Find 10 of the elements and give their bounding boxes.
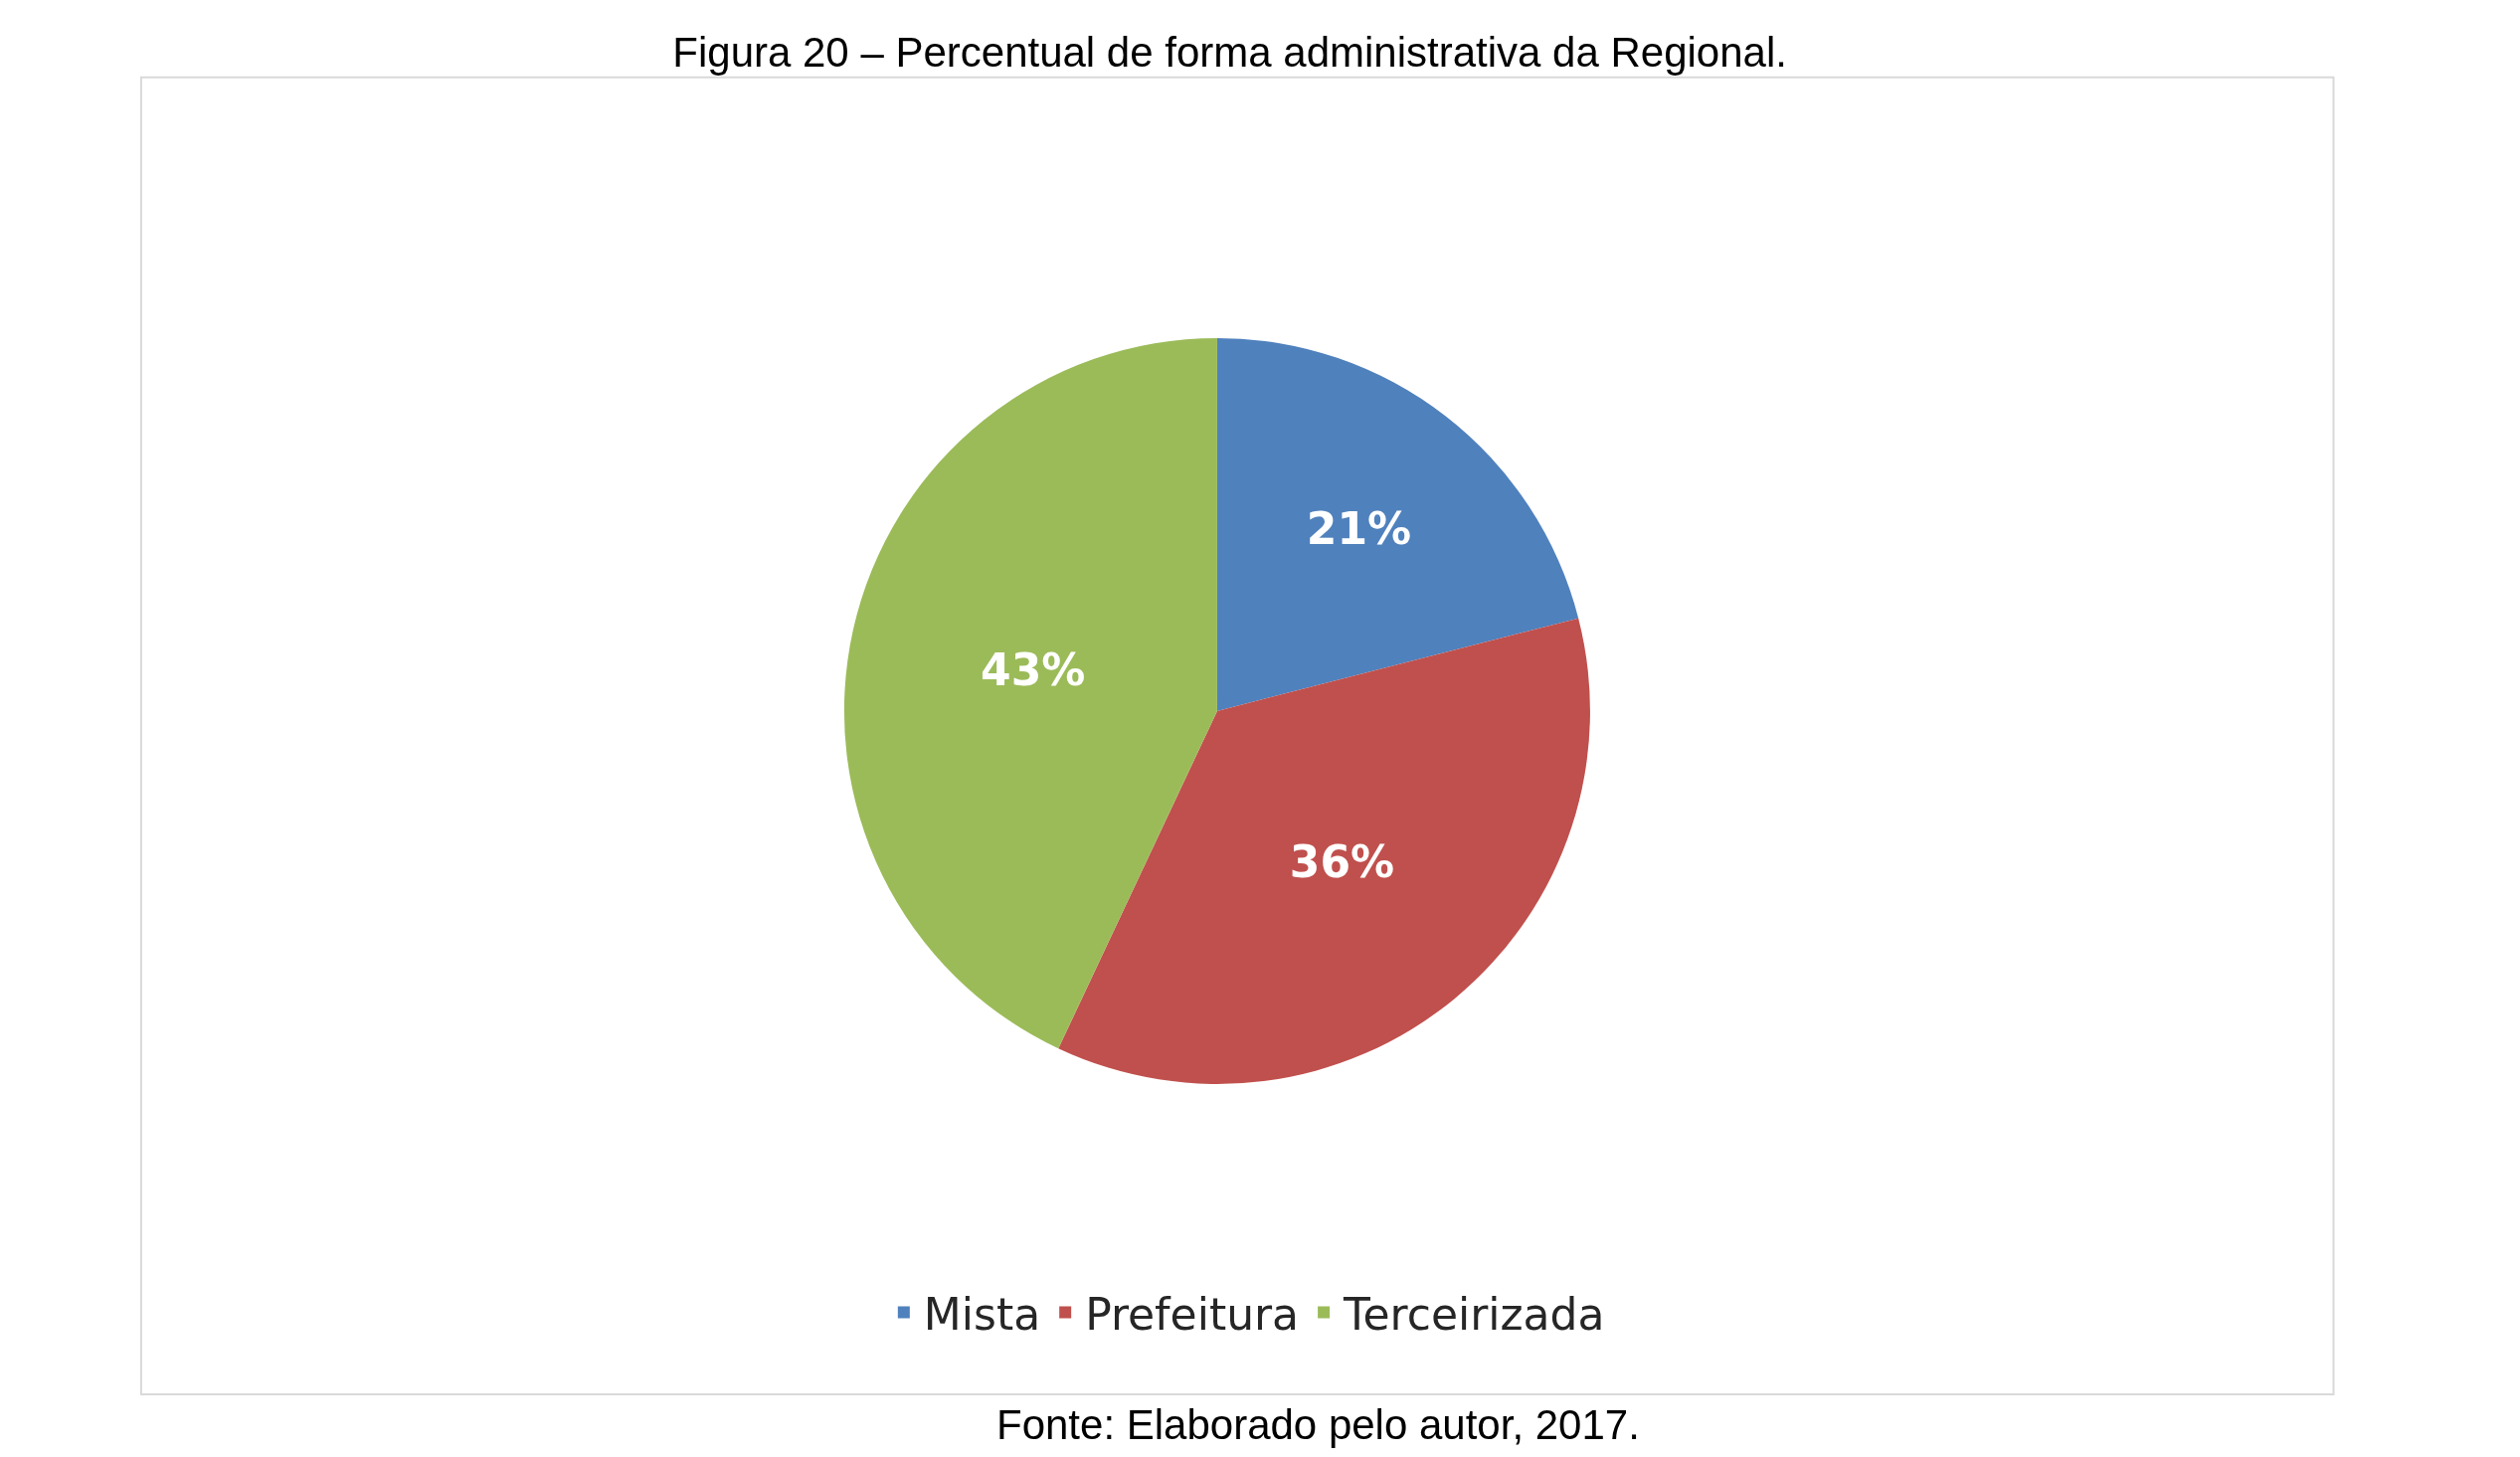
legend-label: Terceirizada — [1343, 1288, 1605, 1340]
data-label: 43% — [981, 644, 1086, 696]
legend-label: Mista — [923, 1288, 1041, 1340]
chart-title: Figura 20 – Percentual de forma administrativa da Regional. — [672, 28, 1787, 76]
data-label: 21% — [1306, 502, 1412, 554]
data-label: 36% — [1289, 836, 1395, 888]
pie-slice — [1216, 337, 1579, 711]
pie-slice — [844, 337, 1217, 1049]
legend-label: Prefeitura — [1085, 1288, 1300, 1340]
source-note: Fonte: Elaborado pelo autor, 2017. — [996, 1401, 1640, 1448]
